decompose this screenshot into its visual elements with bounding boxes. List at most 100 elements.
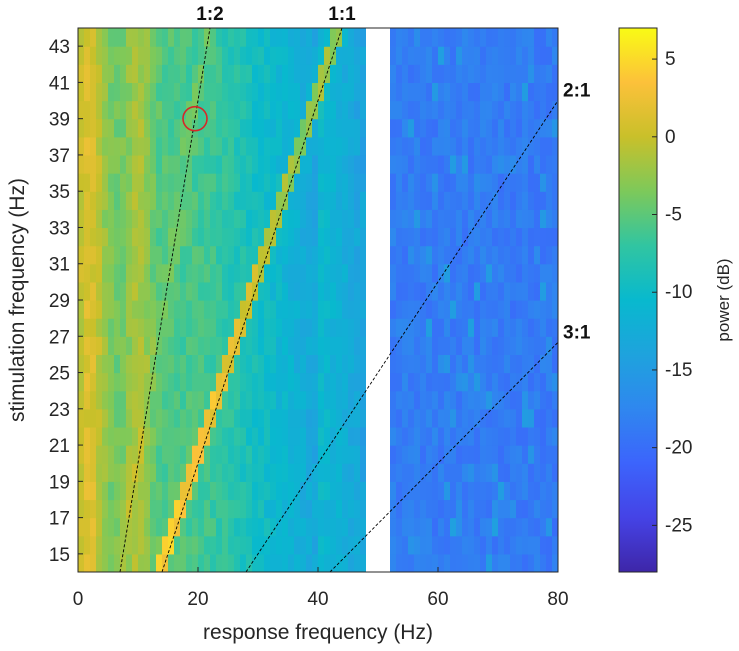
heatmap-cell: [198, 64, 205, 83]
heatmap-cell: [180, 553, 187, 572]
heatmap-cell: [330, 154, 337, 174]
heatmap-cell: [276, 64, 283, 83]
heatmap-cell: [450, 390, 457, 410]
heatmap-cell: [552, 46, 558, 65]
heatmap-cell: [216, 46, 223, 65]
heatmap-cell: [174, 64, 181, 83]
heatmap-cell: [360, 426, 367, 446]
heatmap-cell: [438, 318, 445, 337]
heatmap-cell: [444, 408, 451, 428]
heatmap-cell: [312, 408, 319, 428]
heatmap-cell: [426, 481, 433, 501]
heatmap-cell: [156, 118, 163, 138]
heatmap-cell: [228, 281, 235, 301]
y-tick-label: 15: [49, 545, 70, 566]
heatmap-cell: [438, 28, 445, 47]
heatmap-cell: [222, 463, 229, 482]
heatmap-cell: [198, 336, 205, 355]
heatmap-cell: [264, 481, 271, 501]
heatmap-cell: [336, 28, 343, 47]
heatmap-cell: [486, 553, 493, 572]
heatmap-cell: [504, 263, 511, 283]
heatmap-cell: [114, 553, 121, 572]
heatmap-cell: [168, 481, 175, 501]
heatmap-cell: [84, 209, 91, 229]
heatmap-cell: [180, 209, 187, 229]
heatmap-cell: [300, 408, 307, 428]
heatmap-cell: [402, 300, 409, 319]
heatmap-cell: [534, 118, 541, 138]
heatmap-cell: [210, 100, 217, 120]
heatmap-cell: [288, 300, 295, 319]
heatmap-cell: [324, 517, 331, 537]
heatmap-cell: [126, 281, 133, 301]
heatmap-cell: [96, 209, 103, 229]
heatmap-cell: [204, 336, 211, 355]
heatmap-cell: [198, 426, 205, 446]
heatmap-cell: [228, 354, 235, 374]
heatmap-cell: [270, 82, 277, 102]
heatmap-cell: [108, 281, 115, 301]
heatmap-cell: [498, 100, 505, 120]
heatmap-cell: [540, 408, 547, 428]
heatmap-cell: [264, 28, 271, 47]
heatmap-cell: [198, 136, 205, 156]
heatmap-cell: [150, 372, 157, 392]
heatmap-cell: [486, 354, 493, 374]
heatmap-cell: [402, 173, 409, 192]
heatmap-cell: [288, 481, 295, 501]
heatmap-cell: [504, 82, 511, 102]
heatmap-cell: [420, 46, 427, 65]
heatmap-cell: [324, 46, 331, 65]
heatmap-cell: [432, 209, 439, 229]
heatmap-cell: [300, 154, 307, 174]
y-tick-label: 41: [49, 73, 70, 94]
heatmap-cell: [186, 227, 193, 247]
heatmap-cell: [168, 553, 175, 572]
heatmap-cell: [312, 300, 319, 319]
heatmap-cell: [528, 281, 535, 301]
heatmap-cell: [186, 390, 193, 410]
heatmap-cell: [522, 209, 529, 229]
heatmap-cell: [552, 227, 558, 247]
heatmap-cell: [492, 318, 499, 337]
heatmap-cell: [480, 281, 487, 301]
heatmap-cell: [204, 481, 211, 501]
heatmap-cell: [156, 318, 163, 337]
heatmap-cell: [258, 64, 265, 83]
heatmap-cell: [486, 336, 493, 355]
heatmap-cell: [414, 499, 421, 519]
heatmap-cell: [504, 209, 511, 229]
heatmap-cell: [402, 263, 409, 283]
heatmap-cell: [294, 499, 301, 519]
heatmap-cell: [522, 481, 529, 501]
heatmap-cell: [522, 46, 529, 65]
heatmap-cell: [276, 100, 283, 120]
heatmap-cell: [114, 499, 121, 519]
heatmap-cell: [348, 408, 355, 428]
heatmap-cell: [216, 445, 223, 464]
heatmap-cell: [270, 227, 277, 247]
heatmap-cell: [402, 154, 409, 174]
heatmap-cell: [300, 118, 307, 138]
heatmap-cell: [450, 318, 457, 337]
heatmap-cell: [504, 408, 511, 428]
heatmap-cell: [420, 481, 427, 501]
heatmap-cell: [294, 408, 301, 428]
heatmap-cell: [126, 300, 133, 319]
heatmap-cell: [282, 463, 289, 482]
heatmap-cell: [336, 263, 343, 283]
heatmap-cell: [498, 136, 505, 156]
heatmap-cell: [498, 426, 505, 446]
heatmap-cell: [342, 82, 349, 102]
heatmap-cell: [396, 354, 403, 374]
heatmap-cell: [300, 263, 307, 283]
heatmap-cell: [240, 118, 247, 138]
heatmap-cell: [348, 263, 355, 283]
heatmap-cell: [222, 82, 229, 102]
heatmap-cell: [120, 517, 127, 537]
heatmap-cell: [288, 136, 295, 156]
heatmap-cell: [120, 390, 127, 410]
heatmap-cell: [486, 281, 493, 301]
heatmap-cell: [456, 354, 463, 374]
